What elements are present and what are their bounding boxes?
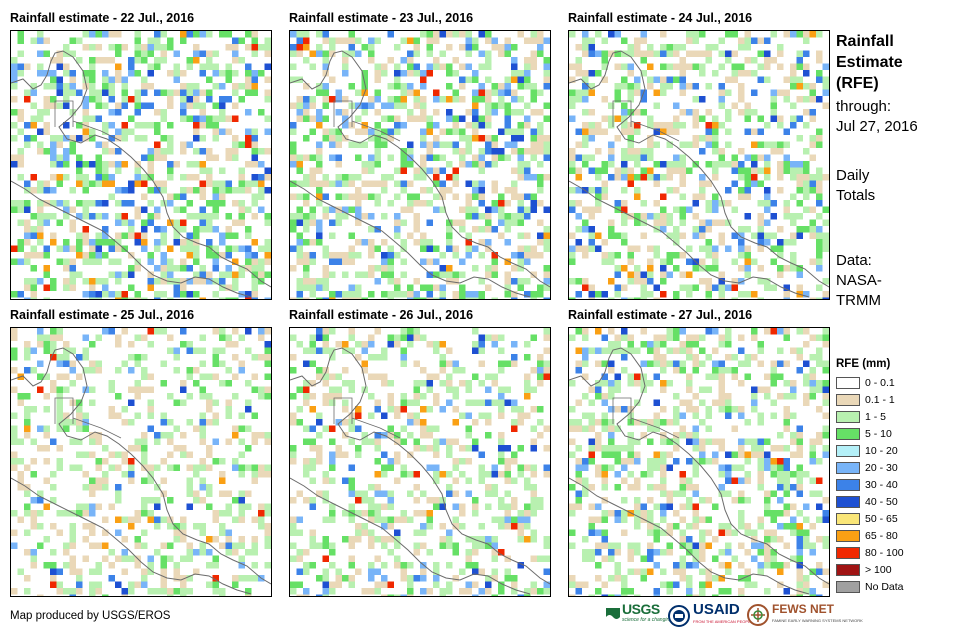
legend-swatch bbox=[836, 427, 860, 440]
rfe-legend: RFE (mm) 0 - 0.1 0.1 - 1 1 - 5 5 - 10 10 - 2… bbox=[836, 358, 904, 595]
legend-item: 1 - 5 bbox=[836, 408, 904, 425]
legend-label: 80 - 100 bbox=[865, 546, 904, 559]
data-source: Data: NASA- TRMM bbox=[836, 251, 882, 311]
legend-item: 80 - 100 bbox=[836, 544, 904, 561]
map-credit: Map produced by USGS/EROS bbox=[10, 610, 171, 622]
usgs-logo: USGS science for a changing world bbox=[606, 601, 686, 626]
rainfall-map-5 bbox=[289, 327, 551, 597]
legend-item: > 100 bbox=[836, 561, 904, 578]
fews-net-logo: FEWS NET FAMINE EARLY WARNING SYSTEMS NE… bbox=[747, 602, 863, 626]
legend-label: 20 - 30 bbox=[865, 461, 898, 474]
daily-totals-line-1: Daily bbox=[836, 167, 870, 184]
legend-rows: 0 - 0.1 0.1 - 1 1 - 5 5 - 10 10 - 20 20 - 30 3… bbox=[836, 374, 904, 595]
panel-title-3: Rainfall estimate - 24 Jul., 2016 bbox=[568, 11, 753, 25]
legend-swatch bbox=[836, 529, 860, 542]
legend-swatch bbox=[836, 512, 860, 525]
legend-item: 30 - 40 bbox=[836, 476, 904, 493]
legend-swatch bbox=[836, 410, 860, 423]
legend-label: 1 - 5 bbox=[865, 410, 887, 423]
usaid-logo: USAID FROM THE AMERICAN PEOPLE bbox=[668, 601, 753, 628]
fews-wordmark: FEWS NET bbox=[772, 602, 834, 616]
legend-swatch bbox=[836, 478, 860, 491]
legend-swatch bbox=[836, 546, 860, 559]
panel-title-4: Rainfall estimate - 25 Jul., 2016 bbox=[10, 308, 195, 322]
usgs-tagline: science for a changing world bbox=[622, 617, 686, 623]
map-title-line-3: (RFE) bbox=[836, 75, 879, 92]
panel-title-6: Rainfall estimate - 27 Jul., 2016 bbox=[568, 308, 753, 322]
legend-label: 40 - 50 bbox=[865, 495, 898, 508]
rainfall-map-6 bbox=[568, 327, 830, 597]
legend-item: 50 - 65 bbox=[836, 510, 904, 527]
through-date-value: Jul 27, 2016 bbox=[836, 118, 918, 135]
usgs-wordmark: USGS bbox=[622, 601, 660, 617]
legend-item: 0 - 0.1 bbox=[836, 374, 904, 391]
legend-item: 0.1 - 1 bbox=[836, 391, 904, 408]
legend-swatch bbox=[836, 444, 860, 457]
through-date: through: Jul 27, 2016 bbox=[836, 97, 918, 137]
usgs-wave-icon bbox=[606, 608, 620, 622]
legend-item: 20 - 30 bbox=[836, 459, 904, 476]
fews-globe-icon bbox=[747, 604, 769, 626]
legend-swatch bbox=[836, 495, 860, 508]
legend-label: 65 - 80 bbox=[865, 529, 898, 542]
legend-label: 10 - 20 bbox=[865, 444, 898, 457]
usaid-seal-icon bbox=[668, 605, 690, 627]
legend-label: 50 - 65 bbox=[865, 512, 898, 525]
data-source-line-1: Data: bbox=[836, 252, 872, 269]
legend-item: 65 - 80 bbox=[836, 527, 904, 544]
daily-totals-label: Daily Totals bbox=[836, 166, 875, 206]
rainfall-map-4 bbox=[10, 327, 272, 597]
legend-label: 0 - 0.1 bbox=[865, 376, 895, 389]
fews-tagline: FAMINE EARLY WARNING SYSTEMS NETWORK bbox=[772, 618, 863, 623]
map-title-line-2: Estimate bbox=[836, 54, 903, 71]
map-title-line-1: Rainfall bbox=[836, 33, 894, 50]
legend-swatch bbox=[836, 393, 860, 406]
legend-item: 10 - 20 bbox=[836, 442, 904, 459]
data-source-line-3: TRMM bbox=[836, 292, 881, 309]
legend-item: 5 - 10 bbox=[836, 425, 904, 442]
legend-label: 30 - 40 bbox=[865, 478, 898, 491]
panel-title-2: Rainfall estimate - 23 Jul., 2016 bbox=[289, 11, 474, 25]
legend-label: 5 - 10 bbox=[865, 427, 892, 440]
panel-title-5: Rainfall estimate - 26 Jul., 2016 bbox=[289, 308, 474, 322]
usaid-tagline: FROM THE AMERICAN PEOPLE bbox=[693, 619, 753, 624]
legend-item: 40 - 50 bbox=[836, 493, 904, 510]
legend-swatch bbox=[836, 563, 860, 576]
data-source-line-2: NASA- bbox=[836, 272, 882, 289]
legend-label: 0.1 - 1 bbox=[865, 393, 895, 406]
usaid-wordmark: USAID bbox=[693, 601, 740, 618]
rainfall-map-3 bbox=[568, 30, 830, 300]
legend-swatch bbox=[836, 580, 860, 593]
rainfall-map-2 bbox=[289, 30, 551, 300]
map-title: Rainfall Estimate (RFE) bbox=[836, 31, 903, 94]
daily-totals-line-2: Totals bbox=[836, 187, 876, 204]
legend-label: > 100 bbox=[865, 563, 892, 576]
legend-title: RFE (mm) bbox=[836, 358, 891, 370]
rainfall-map-1 bbox=[10, 30, 272, 300]
legend-item: No Data bbox=[836, 578, 904, 595]
legend-swatch bbox=[836, 461, 860, 474]
panel-title-1: Rainfall estimate - 22 Jul., 2016 bbox=[10, 11, 195, 25]
legend-swatch bbox=[836, 376, 860, 389]
through-label: through: bbox=[836, 98, 892, 115]
legend-label: No Data bbox=[865, 580, 904, 593]
